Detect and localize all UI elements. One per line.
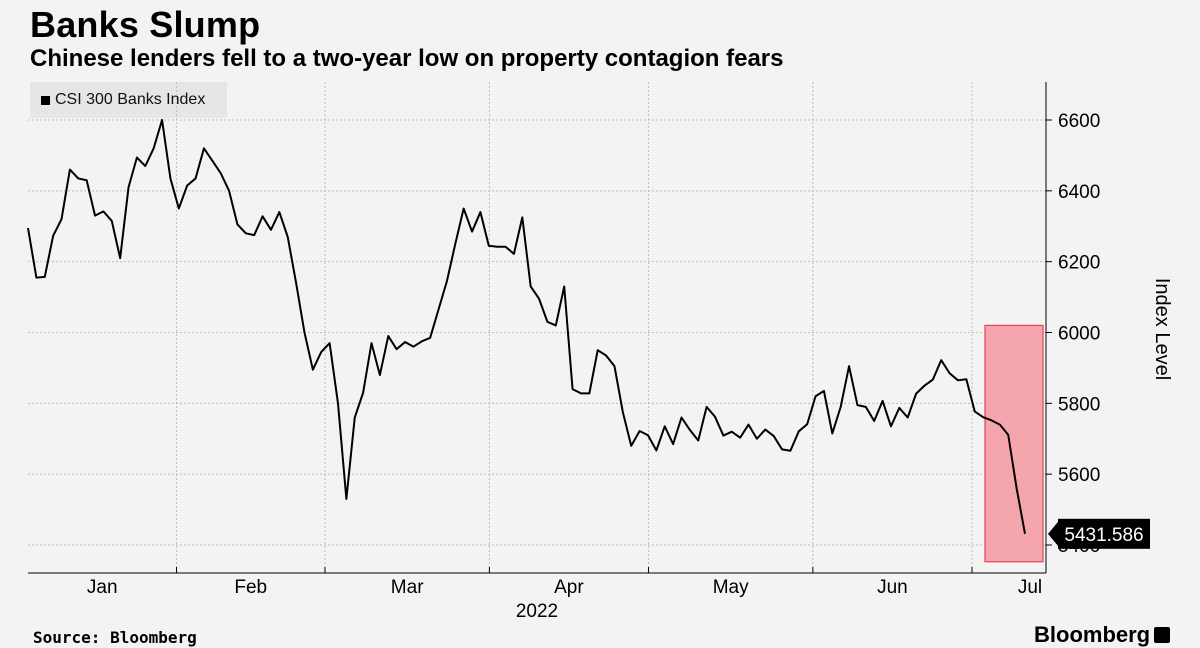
last-value-box bbox=[1058, 518, 1150, 549]
y-tick-label: 6200 bbox=[1058, 253, 1100, 274]
y-tick-label: 6400 bbox=[1058, 182, 1100, 203]
brand-logo: Bloomberg bbox=[1034, 622, 1171, 648]
chart-subtitle: Chinese lenders fell to a two-year low o… bbox=[30, 45, 784, 72]
y-tick-label: 5800 bbox=[1058, 394, 1100, 415]
x-axis: Jan Feb Mar Apr May Jun Jul bbox=[28, 567, 1046, 598]
x-tick-label: Jan bbox=[87, 577, 118, 598]
last-value-label: 5431.586 bbox=[1064, 525, 1143, 546]
series-line bbox=[27, 119, 1026, 534]
horizontal-grid bbox=[28, 119, 1046, 546]
y-axis: 5400560058006000620064006600 bbox=[1045, 82, 1100, 573]
x-tick-label: Mar bbox=[391, 577, 424, 598]
last-value-tag: 5431.586 bbox=[1048, 518, 1150, 549]
source-note: Source: Bloomberg bbox=[33, 628, 197, 647]
brand-name: Bloomberg bbox=[1034, 622, 1151, 647]
highlight-box bbox=[984, 324, 1044, 563]
y-tick-label: 6600 bbox=[1058, 111, 1100, 132]
legend-swatch bbox=[41, 95, 50, 105]
x-tick-label: May bbox=[713, 577, 749, 598]
legend: CSI 300 Banks Index bbox=[30, 82, 227, 118]
vertical-grid bbox=[175, 82, 973, 573]
x-tick-label: Jun bbox=[877, 577, 908, 598]
y-tick-label: 6000 bbox=[1058, 324, 1100, 345]
chart-title: Banks Slump bbox=[30, 4, 261, 45]
legend-label: CSI 300 Banks Index bbox=[55, 91, 206, 108]
last-value-pointer bbox=[1048, 521, 1058, 546]
x-tick-label: Jul bbox=[1018, 577, 1042, 598]
x-tick-label: Feb bbox=[234, 577, 267, 598]
y-tick-label: 5600 bbox=[1058, 465, 1100, 486]
y-axis-label: Index Level bbox=[1151, 278, 1173, 380]
x-year-label: 2022 bbox=[516, 601, 558, 622]
bloomberg-terminal-icon bbox=[1154, 627, 1171, 643]
x-tick-label: Apr bbox=[554, 577, 584, 598]
